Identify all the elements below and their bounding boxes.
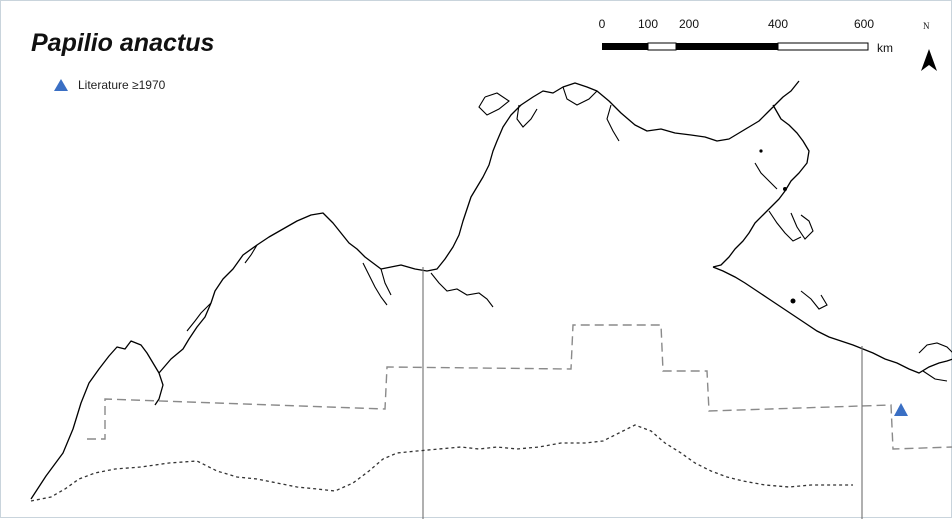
coastline (30, 80, 810, 500)
scale-tick-label: 100 (637, 17, 659, 31)
legend-label: Literature ≥1970 (78, 78, 166, 92)
record-marker (894, 403, 908, 416)
scale-tick-label: 400 (767, 17, 789, 31)
scale-bar (602, 42, 869, 51)
state-border (87, 324, 952, 450)
map-title: Papilio anactus (31, 29, 215, 57)
island (783, 187, 787, 191)
scale-tick-label: 200 (678, 17, 700, 31)
coastline (712, 266, 952, 374)
coastline (186, 86, 952, 382)
island (759, 149, 763, 153)
island (790, 298, 796, 304)
north-arrow-icon (921, 49, 937, 71)
scale-unit: km (877, 41, 893, 55)
legend: Literature ≥1970 (53, 78, 165, 92)
scale-tick-label: 0 (598, 17, 606, 31)
scale-tick-label: 600 (853, 17, 875, 31)
range-boundary (30, 424, 853, 502)
triangle-marker-icon (54, 79, 68, 91)
north-label: N (923, 21, 930, 31)
